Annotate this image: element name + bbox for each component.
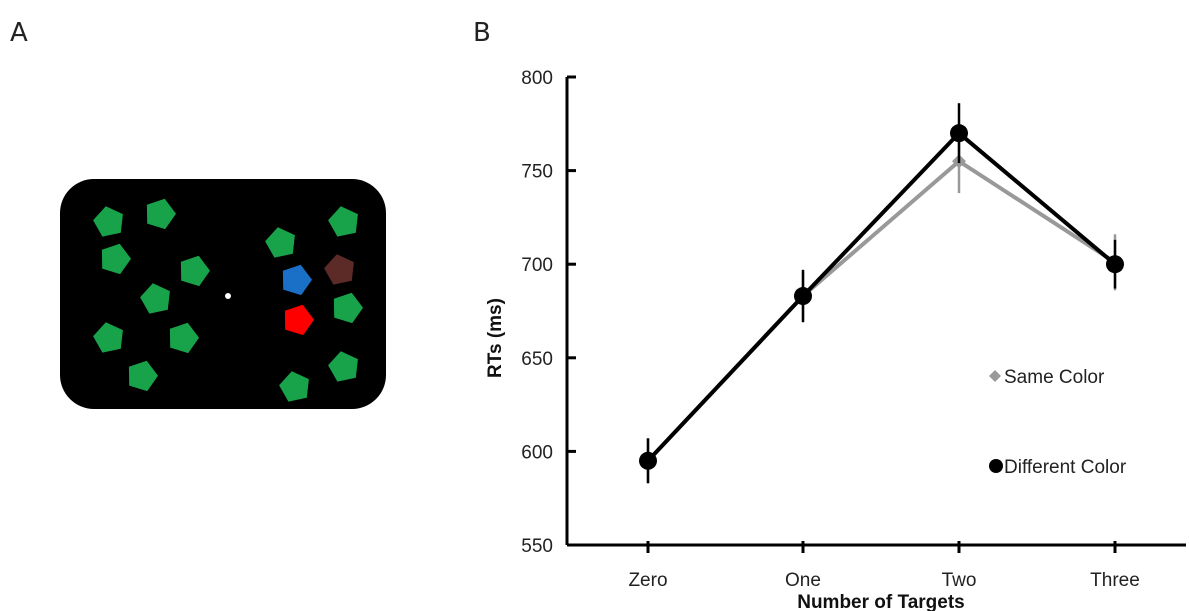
y-tick-label: 600 xyxy=(521,442,553,463)
stimulus-shape xyxy=(140,283,170,314)
x-tick-label: Two xyxy=(942,570,977,591)
y-tick-label: 750 xyxy=(521,162,553,183)
y-tick-label: 650 xyxy=(521,349,553,370)
stimulus-items xyxy=(93,198,363,402)
stimulus-shape xyxy=(180,255,210,287)
stimulus-shape xyxy=(265,227,295,258)
stimulus-shape xyxy=(93,322,123,353)
panel-label-a: A xyxy=(10,18,28,48)
stimulus-shape xyxy=(282,264,312,296)
chart-series xyxy=(639,103,1124,484)
y-tick-label: 700 xyxy=(521,255,553,276)
data-point xyxy=(950,124,968,143)
stimulus-shape xyxy=(324,254,354,285)
stimulus-shape xyxy=(93,206,123,237)
stimulus-shape xyxy=(146,198,176,230)
stimulus-shape xyxy=(333,292,363,324)
legend-marker xyxy=(989,370,1001,382)
chart-legend: Same Color Different Color xyxy=(989,367,1127,478)
x-tick-label: One xyxy=(785,570,821,591)
panel-label-b: B xyxy=(473,18,491,48)
stimulus-shape xyxy=(101,243,131,275)
stimulus-shape xyxy=(279,371,309,402)
y-tick-label: 800 xyxy=(521,68,553,89)
x-tick-label: Three xyxy=(1090,570,1140,591)
stimulus-shape xyxy=(128,360,158,392)
data-point xyxy=(639,451,657,470)
y-axis-title: RTs (ms) xyxy=(485,298,506,378)
legend-marker xyxy=(989,459,1003,473)
stimulus-shape xyxy=(328,206,358,237)
x-tick-label: Zero xyxy=(628,570,667,591)
fixation-dot xyxy=(225,293,231,299)
stimulus-shape xyxy=(284,304,314,336)
series-line xyxy=(646,130,1117,463)
data-point xyxy=(794,287,812,306)
y-tick-label: 550 xyxy=(521,536,553,557)
legend-label: Same Color xyxy=(1004,367,1105,388)
stimulus-shape xyxy=(169,322,199,354)
legend-label: Different Color xyxy=(1004,457,1127,478)
chart-axes: 550 600 650 700 750 800 Zero One Two Three xyxy=(521,68,1186,591)
data-point xyxy=(1106,255,1124,274)
stimulus-display xyxy=(60,179,386,409)
x-axis-title: Number of Targets xyxy=(797,592,965,611)
stimulus-shape xyxy=(328,351,358,382)
